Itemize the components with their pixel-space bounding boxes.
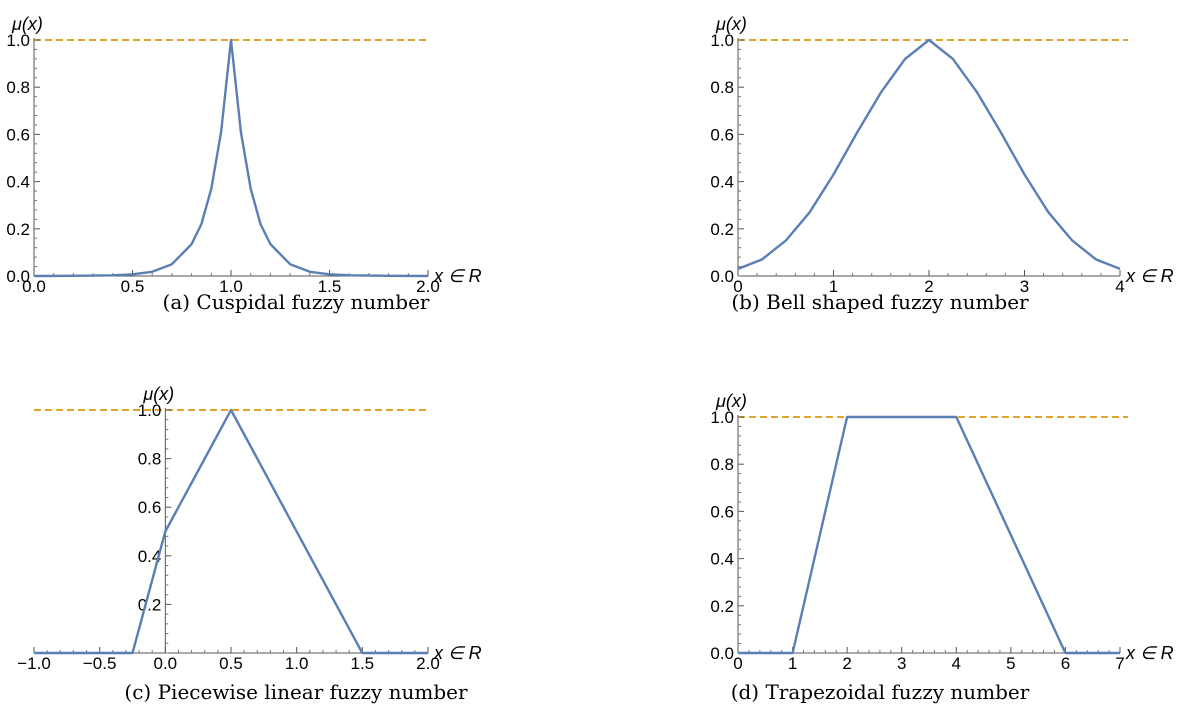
x-tick-label: 2 bbox=[842, 654, 851, 673]
y-tick-label: 0.4 bbox=[710, 173, 734, 192]
y-tick-label: 0.8 bbox=[138, 450, 162, 469]
x-tick-label: 0.0 bbox=[22, 277, 46, 296]
y-axis-label: μ(x) bbox=[11, 14, 43, 34]
y-axis-label: μ(x) bbox=[715, 14, 747, 34]
y-axis-label: μ(x) bbox=[142, 384, 174, 404]
y-tick-label: 0.2 bbox=[6, 220, 30, 239]
y-tick-label: 0.8 bbox=[710, 78, 734, 97]
caption-a: (a) Cuspidal fuzzy number bbox=[162, 290, 430, 314]
y-tick-label: 0.6 bbox=[710, 502, 734, 521]
x-tick-label: 6 bbox=[1061, 654, 1070, 673]
x-tick-label: 1.5 bbox=[318, 277, 342, 296]
x-axis-label: x ∈ R bbox=[433, 643, 482, 663]
x-axis-label: x ∈ R bbox=[433, 266, 482, 286]
x-tick-label: 0 bbox=[733, 654, 742, 673]
y-tick-label: 0.4 bbox=[6, 173, 30, 192]
x-axis-label: x ∈ R bbox=[1125, 266, 1174, 286]
y-tick-label: 0.8 bbox=[6, 78, 30, 97]
x-tick-label: 4 bbox=[1115, 277, 1124, 296]
caption-b: (b) Bell shaped fuzzy number bbox=[731, 290, 1029, 314]
x-axis-label: x ∈ R bbox=[1125, 643, 1174, 663]
y-tick-label: 1.0 bbox=[710, 31, 734, 50]
y-axis-label: μ(x) bbox=[715, 391, 747, 411]
x-tick-label: 4 bbox=[952, 654, 961, 673]
y-tick-label: 0.8 bbox=[710, 455, 734, 474]
y-tick-label: 0.2 bbox=[710, 597, 734, 616]
x-tick-label: 2 bbox=[924, 277, 933, 296]
y-tick-label: 0.2 bbox=[138, 595, 162, 614]
x-tick-label: 2.0 bbox=[416, 654, 440, 673]
y-tick-label: 0.0 bbox=[6, 267, 30, 286]
chart-b: 0 1 2 3 4 0.0 0.2 0.4 0.6 0.8 1.0 x ∈ R μ(x) bbox=[710, 14, 1173, 296]
y-tick-label: 0.4 bbox=[138, 547, 162, 566]
x-tick-label: 3 bbox=[1020, 277, 1029, 296]
x-tick-label: 5 bbox=[1006, 654, 1015, 673]
series-line bbox=[33, 38, 429, 278]
x-tick-label: 0.0 bbox=[154, 654, 178, 673]
chart-a: 0.0 0.5 1.0 1.5 2.0 0.0 0.2 0.4 0.6 0.8 1.0 x ∈ R μ(… bbox=[6, 14, 481, 296]
x-tick-label: 1 bbox=[829, 277, 838, 296]
y-tick-label: 0.0 bbox=[710, 267, 734, 286]
caption-c: (c) Piecewise linear fuzzy number bbox=[124, 680, 468, 704]
y-tick-label: 1.0 bbox=[138, 401, 162, 420]
x-tick-label: 1 bbox=[788, 654, 797, 673]
series-line bbox=[738, 415, 1120, 655]
series-line bbox=[34, 408, 428, 655]
x-tick-label: 0.5 bbox=[121, 277, 145, 296]
x-tick-label: 1.0 bbox=[219, 277, 243, 296]
x-tick-label: 1.5 bbox=[351, 654, 375, 673]
y-tick-label: 1.0 bbox=[710, 408, 734, 427]
y-tick-label: 1.0 bbox=[6, 31, 30, 50]
x-tick-label: 2.0 bbox=[416, 277, 440, 296]
series-line bbox=[737, 38, 1121, 271]
y-tick-label: 0.6 bbox=[6, 125, 30, 144]
x-tick-label: 7 bbox=[1115, 654, 1124, 673]
y-tick-label: 0.4 bbox=[710, 550, 734, 569]
x-tick-label: 0.5 bbox=[219, 654, 243, 673]
caption-d: (d) Trapezoidal fuzzy number bbox=[730, 680, 1030, 704]
y-tick-label: 0.0 bbox=[710, 644, 734, 663]
x-tick-label: 1.0 bbox=[285, 654, 309, 673]
chart-c: −1.0 −0.5 0.0 0.5 1.0 1.5 2.0 0.2 0.4 0.6 0.8 1.0 x … bbox=[17, 384, 482, 673]
x-tick-label: 0 bbox=[733, 277, 742, 296]
y-tick-label: 0.6 bbox=[138, 498, 162, 517]
y-tick-label: 0.6 bbox=[710, 125, 734, 144]
x-tick-label: −1.0 bbox=[17, 654, 51, 673]
x-tick-label: 3 bbox=[897, 654, 906, 673]
y-tick-label: 0.2 bbox=[710, 220, 734, 239]
chart-d: 0 1 2 3 4 5 6 7 0.0 0.2 0.4 0.6 0.8 1.0 x ∈ R μ(x) bbox=[710, 391, 1174, 673]
x-tick-label: −0.5 bbox=[83, 654, 117, 673]
